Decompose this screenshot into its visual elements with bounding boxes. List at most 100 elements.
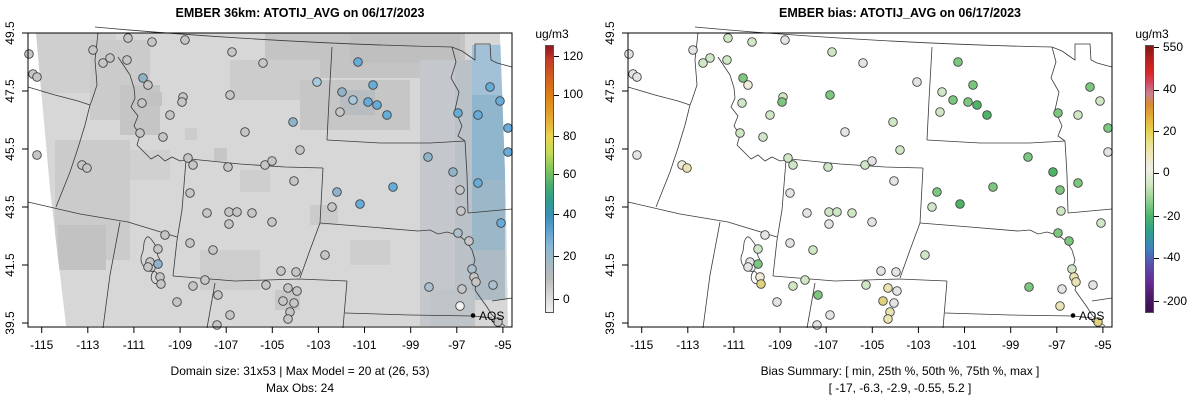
- state-boundary: [655, 104, 691, 208]
- station-marker: [743, 80, 753, 90]
- station-marker: [1067, 264, 1077, 274]
- station-marker: [177, 97, 187, 107]
- station-marker: [753, 244, 763, 254]
- station-marker: [312, 77, 322, 87]
- x-axis-label: -115: [630, 338, 653, 352]
- state-boundary: [102, 221, 121, 329]
- station-marker: [756, 279, 766, 289]
- station-marker: [24, 49, 34, 59]
- station-marker: [785, 188, 795, 198]
- station-marker: [456, 206, 466, 216]
- station-marker: [247, 208, 257, 218]
- station-marker: [1023, 152, 1033, 162]
- state-boundary: [789, 158, 924, 169]
- station-marker: [183, 153, 193, 163]
- station-marker: [867, 217, 877, 227]
- station-marker: [832, 207, 842, 217]
- station-marker: [424, 282, 434, 292]
- state-boundary: [944, 312, 1093, 319]
- station-marker: [735, 128, 745, 138]
- state-boundary: [919, 222, 1106, 327]
- station-marker: [423, 152, 433, 162]
- station-marker: [495, 96, 505, 106]
- colorbar-tick: [554, 56, 559, 58]
- station-marker: [891, 267, 901, 277]
- x-axis-label: -109: [768, 338, 792, 352]
- station-marker: [320, 250, 330, 260]
- state-boundary: [172, 159, 187, 277]
- state-boundary: [899, 167, 924, 279]
- colorbar-tick-label: -40: [1163, 250, 1181, 265]
- state-boundary: [326, 46, 333, 141]
- station-marker: [824, 207, 834, 217]
- station-marker: [473, 178, 483, 188]
- plot-frame: [627, 32, 1113, 328]
- station-marker: [457, 284, 467, 294]
- x-axis-label: -95: [1094, 338, 1112, 352]
- station-marker: [355, 199, 365, 209]
- station-marker: [858, 58, 868, 68]
- station-marker: [143, 262, 153, 272]
- station-marker: [1085, 82, 1095, 92]
- station-marker: [780, 35, 790, 45]
- station-marker: [1073, 178, 1083, 188]
- station-marker: [823, 162, 833, 172]
- station-marker: [860, 160, 870, 170]
- station-marker: [783, 153, 793, 163]
- state-boundary: [689, 32, 699, 106]
- colorbar-tick: [1154, 89, 1159, 91]
- station-marker: [160, 230, 170, 240]
- x-axis-label: -99: [402, 338, 420, 352]
- station-marker: [158, 132, 168, 142]
- station-marker: [1048, 167, 1058, 177]
- station-marker: [368, 80, 378, 90]
- x-axis-label: -113: [676, 338, 699, 352]
- state-boundary: [342, 280, 348, 329]
- station-marker: [1103, 123, 1113, 133]
- state-boundary: [319, 222, 506, 327]
- station-marker: [1096, 218, 1106, 228]
- state-boundary: [450, 46, 466, 142]
- state-boundary: [772, 159, 787, 277]
- station-marker: [188, 160, 198, 170]
- station-marker: [948, 95, 958, 105]
- y-axis-label: 45.5: [603, 137, 617, 161]
- colorbar-tick-label: 100: [563, 87, 584, 102]
- state-boundary: [1091, 297, 1113, 302]
- station-marker: [813, 290, 823, 300]
- state-boundary: [1064, 140, 1113, 214]
- station-marker: [932, 187, 942, 197]
- colorbar-tick: [1154, 47, 1159, 49]
- station-marker: [382, 110, 392, 120]
- colorbar-tick-label: 20: [1163, 123, 1177, 138]
- y-axis-label: 47.5: [603, 79, 617, 103]
- station-marker: [388, 182, 398, 192]
- station-marker: [1057, 284, 1067, 294]
- plot-frame: [27, 32, 513, 328]
- state-boundary: [491, 297, 513, 302]
- station-marker: [172, 297, 182, 307]
- station-marker: [372, 100, 382, 110]
- station-marker: [876, 266, 886, 276]
- y-axis-label: 49.5: [603, 21, 617, 45]
- station-marker: [920, 250, 930, 260]
- state-boundary: [926, 46, 933, 141]
- station-marker: [337, 87, 347, 97]
- state-boundary: [1050, 46, 1066, 142]
- station-marker: [493, 317, 503, 327]
- station-marker: [1095, 96, 1105, 106]
- station-marker: [632, 150, 642, 160]
- station-marker: [200, 275, 210, 285]
- colorbar-tick-label: 20: [563, 248, 577, 263]
- station-marker: [825, 310, 835, 320]
- x-axis-label: -109: [168, 338, 192, 352]
- x-axis-label: -111: [123, 338, 146, 352]
- x-axis-label: -105: [260, 338, 284, 352]
- station-marker: [788, 281, 798, 291]
- station-marker: [224, 207, 234, 217]
- aqs-legend-label: AQS: [479, 309, 504, 323]
- state-boundary: [344, 312, 493, 319]
- station-marker: [889, 176, 899, 186]
- x-axis-label: -95: [494, 338, 512, 352]
- station-marker: [258, 58, 268, 68]
